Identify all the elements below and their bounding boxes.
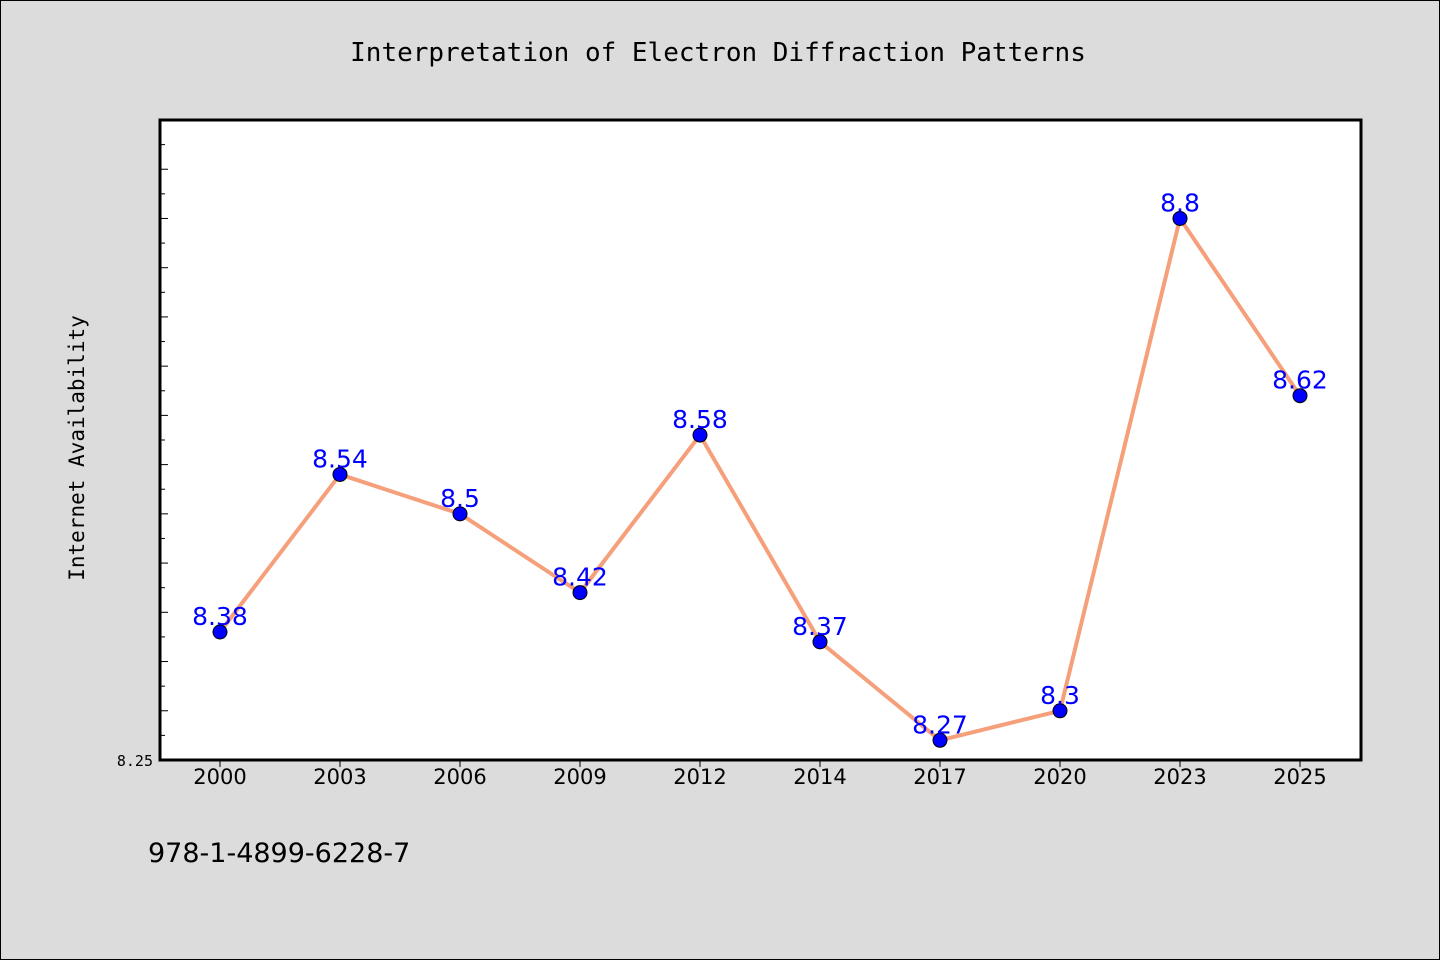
x-tick-label: 2020 [1033, 765, 1086, 789]
x-tick-label: 2003 [313, 765, 366, 789]
series-line [218, 216, 1302, 743]
y-tick-label-min: 8.25 [117, 752, 153, 770]
series-polyline [218, 216, 1302, 743]
data-point-label: 8.37 [792, 612, 848, 641]
data-point-marker [332, 466, 348, 482]
x-tick-label: 2006 [433, 765, 486, 789]
x-tick-label: 2023 [1153, 765, 1206, 789]
x-tick-label: 2012 [673, 765, 726, 789]
data-point-label: 8.27 [912, 710, 968, 739]
data-point-label: 8.62 [1272, 366, 1328, 395]
data-point-marker [1292, 388, 1308, 404]
plot-area [158, 118, 1363, 762]
data-point-marker [452, 506, 468, 522]
x-tick-label: 2025 [1273, 765, 1326, 789]
isbn-text: 978-1-4899-6228-7 [148, 838, 410, 869]
x-tick-label: 2009 [553, 765, 606, 789]
data-point-marker [812, 634, 828, 650]
data-point-marker [1052, 703, 1068, 719]
data-labels: 8.38 8.54 8.5 8.42 8.58 8.37 8.27 8.3 8.8 8.62 [192, 188, 1328, 739]
chart-title: Interpretation of Electron Diffraction P… [350, 38, 1086, 68]
data-point-label: 8.58 [672, 405, 728, 434]
data-point-label: 8.54 [312, 444, 368, 473]
x-axis-ticks: 2000 2003 2006 2009 2012 2014 2017 2020 2023 2025 [193, 760, 1327, 789]
y-axis-ticks [160, 144, 168, 761]
x-tick-label: 2000 [193, 765, 246, 789]
data-point-label: 8.5 [440, 484, 480, 513]
data-point-marker [212, 624, 228, 640]
data-point-label: 8.8 [1160, 188, 1200, 217]
x-tick-label: 2014 [793, 765, 846, 789]
data-markers [212, 210, 1308, 748]
data-point-marker [692, 427, 708, 443]
data-point-marker [932, 732, 948, 748]
data-point-label: 8.38 [192, 602, 248, 631]
data-point-label: 8.42 [552, 563, 608, 592]
data-point-marker [572, 585, 588, 601]
data-point-label: 8.3 [1040, 681, 1080, 710]
y-axis-label: Internet Availability [65, 315, 89, 581]
data-point-marker [1172, 210, 1188, 226]
x-tick-label: 2017 [913, 765, 966, 789]
